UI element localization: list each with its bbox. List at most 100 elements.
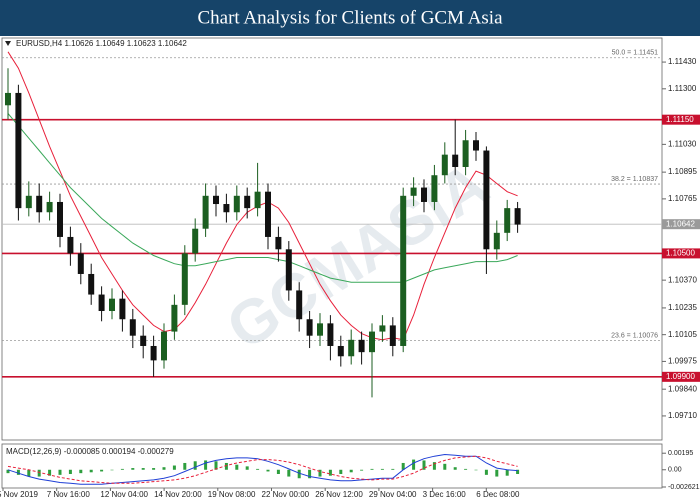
macd-histogram-bar — [89, 469, 93, 473]
candle-body — [67, 236, 74, 254]
macd-histogram-bar — [152, 468, 156, 470]
y-tick-label: 1.09710 — [668, 411, 697, 420]
macd-y-tick-label: 0.00195 — [668, 450, 693, 457]
macd-histogram-bar — [245, 466, 249, 470]
x-tick-label: 29 Nov 04:00 — [369, 490, 417, 499]
candle-body — [379, 325, 386, 332]
candle-body — [358, 339, 365, 353]
candle-body — [233, 195, 240, 213]
candle-body — [317, 323, 323, 336]
y-tick-label: 1.09975 — [668, 357, 697, 366]
candle-body — [337, 345, 344, 357]
macd-histogram-bar — [516, 469, 520, 475]
candle-body — [410, 187, 417, 196]
x-tick-label: 5 Nov 2019 — [0, 490, 38, 499]
macd-histogram-bar — [204, 460, 208, 470]
x-tick-label: 7 Nov 16:00 — [47, 490, 91, 499]
macd-histogram-bar — [505, 469, 509, 476]
macd-histogram-bar — [6, 469, 10, 474]
macd-signal-line — [7, 455, 518, 484]
candle-body — [57, 201, 63, 237]
macd-histogram-bar — [360, 469, 364, 471]
y-tick-label: 1.10370 — [668, 275, 697, 284]
y-tick-label: 1.11430 — [668, 57, 697, 66]
macd-label: MACD(12,26,9) -0.000085 0.000194 -0.0002… — [6, 447, 174, 456]
chart-title: Chart Analysis for Clients of GCM Asia — [197, 7, 503, 28]
watermark: GCMASIA — [215, 150, 500, 364]
candle-body — [15, 92, 22, 209]
level-label: 1.10500 — [666, 249, 695, 258]
candle-body — [25, 195, 32, 209]
candle-body — [400, 195, 407, 346]
level-tag — [662, 371, 700, 382]
macd-histogram-bar — [224, 462, 228, 470]
macd-histogram-bar — [110, 469, 114, 471]
macd-y-tick-label: -0.002621 — [668, 484, 700, 491]
candle-body — [5, 92, 11, 106]
y-tick-label: 1.10765 — [668, 194, 697, 203]
macd-histogram-bar — [432, 462, 436, 470]
macd-histogram-bar — [16, 469, 20, 475]
x-tick-label: 3 Dec 16:00 — [423, 490, 467, 499]
candle-body — [483, 150, 490, 250]
y-tick-label: 1.11030 — [668, 139, 697, 148]
level-tag — [662, 248, 700, 259]
macd-histogram-bar — [464, 468, 468, 470]
macd-panel — [1, 443, 663, 489]
macd-histogram-bar — [443, 463, 447, 470]
candle-body — [88, 273, 95, 295]
macd-histogram-bar — [297, 469, 301, 479]
candle-body — [327, 323, 334, 346]
candle-body — [504, 208, 511, 233]
candle-body — [296, 290, 303, 320]
candle-body — [161, 331, 167, 361]
x-tick-label: 6 Dec 08:00 — [476, 490, 520, 499]
fib-label: 23.6 = 1.10076 — [611, 332, 658, 339]
candle-body — [98, 294, 105, 312]
current-price-tag — [662, 219, 700, 230]
candle-body — [275, 236, 282, 250]
macd-histogram-bar — [214, 461, 218, 470]
candle-body — [213, 195, 219, 205]
macd-histogram-bar — [235, 464, 239, 470]
title-banner — [0, 0, 700, 36]
macd-histogram-bar — [484, 469, 488, 475]
candle-body — [421, 187, 427, 202]
candle-body — [109, 298, 115, 312]
macd-histogram-bar — [266, 469, 270, 472]
macd-histogram-bar — [193, 461, 197, 470]
macd-histogram-bar — [37, 469, 41, 477]
moving-average — [7, 51, 518, 341]
candle-body — [46, 201, 53, 213]
macd-histogram-bar — [287, 469, 291, 477]
x-tick-label: 26 Nov 12:00 — [315, 490, 363, 499]
macd-histogram-bar — [370, 468, 374, 470]
y-tick-label: 1.09840 — [668, 384, 697, 393]
macd-histogram-bar — [256, 468, 260, 470]
candle-body — [265, 191, 271, 237]
macd-histogram-bar — [318, 469, 322, 477]
macd-histogram-bar — [68, 469, 72, 475]
macd-histogram-bar — [380, 468, 384, 470]
x-tick-label: 19 Nov 08:00 — [208, 490, 256, 499]
macd-histogram-bar — [79, 469, 83, 474]
panel-marker — [5, 41, 11, 46]
level-label: 1.09900 — [666, 372, 695, 381]
symbol-label: EURUSD,H4 1.10626 1.10649 1.10623 1.1064… — [16, 39, 187, 48]
candle-body — [306, 319, 313, 336]
macd-histogram-bar — [183, 462, 187, 470]
candle-body — [150, 345, 157, 361]
x-tick-label: 22 Nov 00:00 — [262, 490, 310, 499]
macd-histogram-bar — [474, 469, 478, 471]
macd-y-tick-label: 0.00 — [668, 467, 682, 474]
macd-histogram-bar — [349, 469, 353, 473]
candle-body — [223, 204, 230, 213]
macd-histogram-bar — [120, 468, 124, 470]
macd-histogram-bar — [58, 469, 62, 475]
candle-body — [244, 195, 251, 209]
macd-histogram-bar — [391, 468, 395, 470]
macd-histogram-bar — [162, 467, 166, 470]
macd-histogram-bar — [453, 467, 457, 470]
level-label: 1.11150 — [666, 115, 694, 124]
